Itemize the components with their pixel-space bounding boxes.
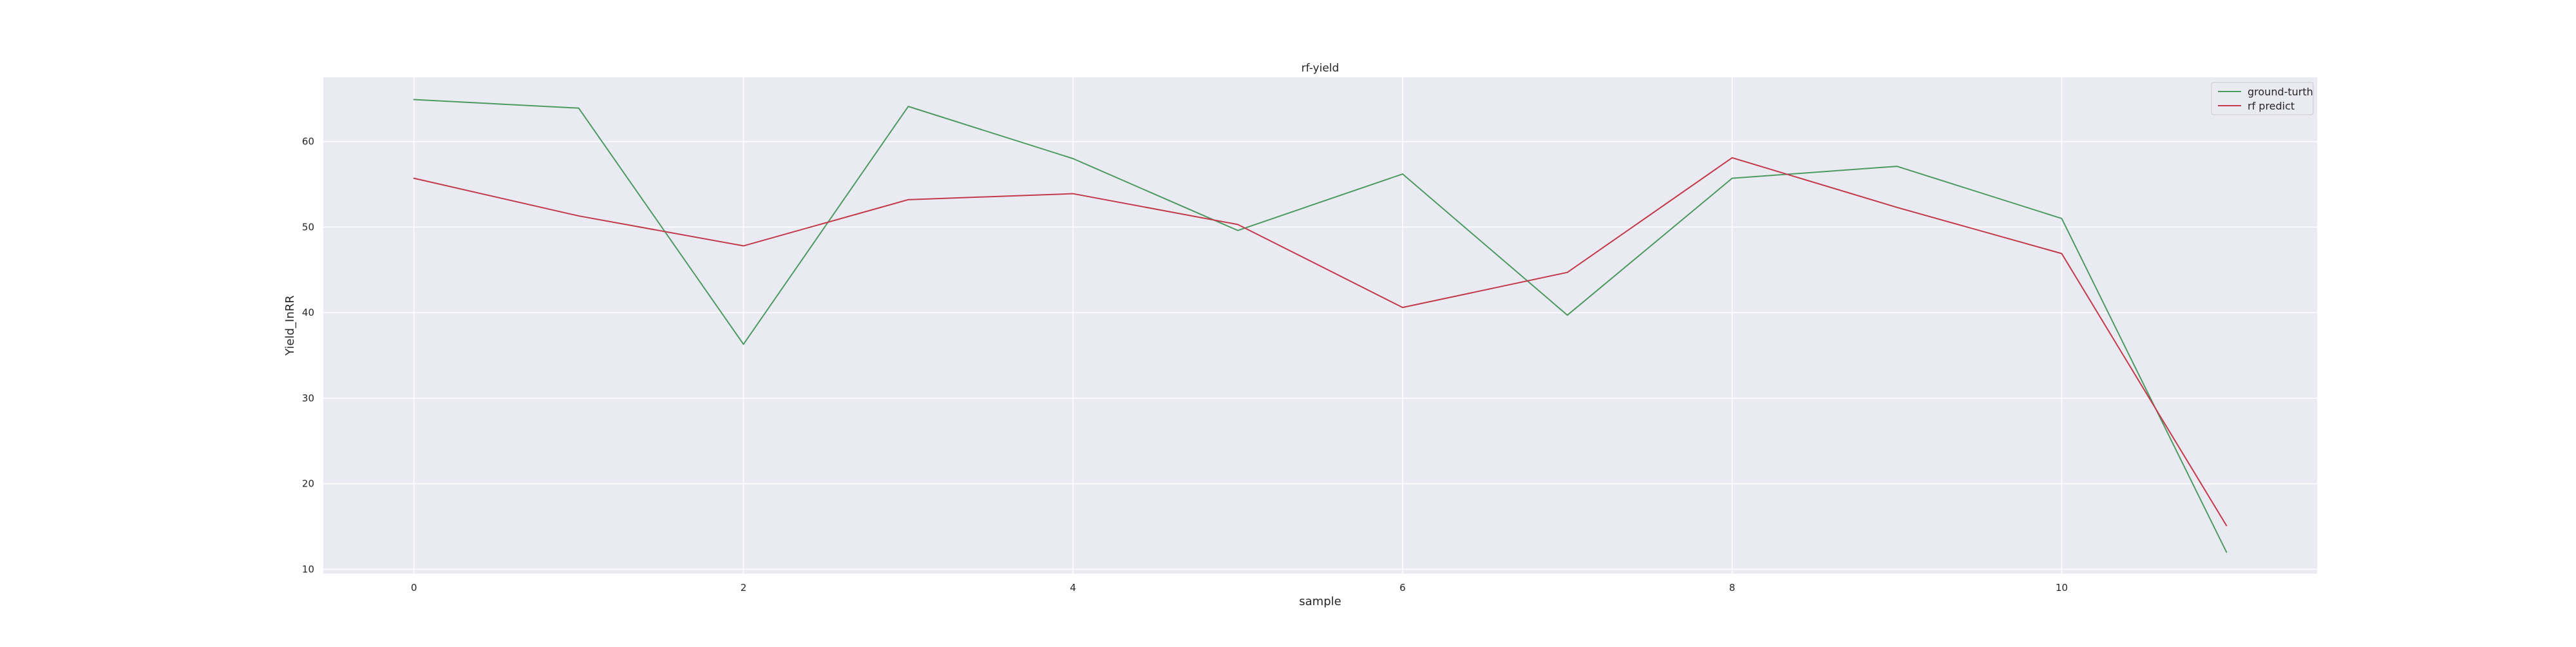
- x-tick-label: 6: [1399, 582, 1406, 594]
- y-tick-label: 10: [302, 563, 314, 575]
- grid: [323, 77, 2317, 574]
- x-tick-label: 2: [741, 582, 747, 594]
- tick-labels: 0 2 4 6 8 10 10 20 30 40 50 60: [302, 136, 2068, 594]
- y-tick-label: 20: [302, 478, 314, 490]
- legend-label-rf-predict: rf predict: [2248, 100, 2295, 112]
- series-lines: [413, 99, 2228, 553]
- chart-title: rf-yield: [1302, 62, 1340, 75]
- y-tick-label: 40: [302, 307, 314, 318]
- y-tick-label: 60: [302, 136, 314, 148]
- series-line-ground-turth: [413, 99, 2228, 553]
- y-tick-label: 50: [302, 221, 314, 233]
- x-tick-label: 8: [1729, 582, 1736, 594]
- series-line-rf-predict: [413, 157, 2228, 526]
- x-tick-label: 10: [2056, 582, 2068, 594]
- legend-label-ground-turth: ground-turth: [2248, 86, 2313, 98]
- x-axis-label: sample: [1299, 595, 1341, 608]
- y-axis-label: Yield_InRR: [283, 295, 297, 356]
- legend[interactable]: ground-turth rf predict: [2211, 82, 2314, 115]
- x-tick-label: 4: [1070, 582, 1076, 594]
- x-tick-label: 0: [411, 582, 417, 594]
- plot-area: [323, 77, 2317, 574]
- legend-box: [2211, 82, 2314, 115]
- y-tick-label: 30: [302, 392, 314, 404]
